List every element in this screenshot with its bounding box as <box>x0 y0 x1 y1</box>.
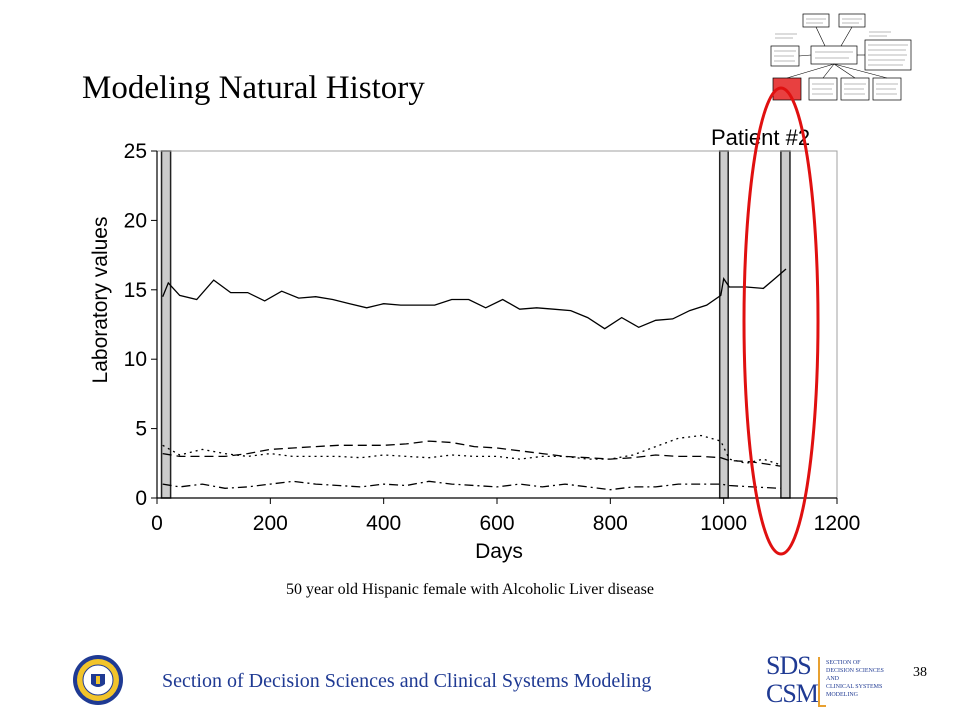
highlight-ellipse <box>742 86 820 556</box>
event-band <box>718 150 729 499</box>
logo-line-1: SDS <box>766 651 812 680</box>
series-line-4 <box>162 480 781 491</box>
y-tick-label: 25 <box>124 140 147 163</box>
footer-text: Section of Decision Sciences and Clinica… <box>162 670 652 692</box>
x-tick-label: 0 <box>151 512 163 535</box>
logo-side-line: AND <box>826 676 839 682</box>
logo-side-line: MODELING <box>826 692 858 698</box>
logo-side-line: CLINICAL SYSTEMS <box>826 684 883 690</box>
plot-frame <box>156 150 838 499</box>
x-axis-label: Days <box>475 540 523 563</box>
x-tick-label: 1000 <box>700 512 747 535</box>
logo-line-2: CSM <box>766 679 819 708</box>
y-tick-label: 10 <box>124 348 147 371</box>
y-axis-label: Laboratory values <box>89 217 112 384</box>
logo-side-line: SECTION OF <box>826 660 861 666</box>
slide-caption: 50 year old Hispanic female with Alcohol… <box>286 581 654 598</box>
page-number: 38 <box>913 665 927 680</box>
logo-bracket <box>818 657 826 707</box>
series-line-2 <box>162 440 781 467</box>
university-seal-icon <box>73 655 123 705</box>
y-tick-label: 15 <box>124 279 147 302</box>
x-tick-label: 800 <box>593 512 628 535</box>
x-tick-label: 600 <box>479 512 514 535</box>
y-tick-label: 20 <box>124 209 147 232</box>
series-line-1 <box>162 268 787 330</box>
slide-title: Modeling Natural History <box>82 70 425 106</box>
x-tick-label: 200 <box>253 512 288 535</box>
x-tick-label: 400 <box>366 512 401 535</box>
logo-side-line: DECISION SCIENCES <box>826 668 884 674</box>
series-line-3 <box>162 434 781 466</box>
sds-csm-logo: SDS CSM SECTION OF DECISION SCIENCES AND… <box>766 653 916 709</box>
x-tick-label: 1200 <box>814 512 861 535</box>
y-tick-label: 0 <box>135 487 147 510</box>
y-tick-label: 5 <box>135 418 147 441</box>
event-band <box>780 150 791 499</box>
logo-side-text: SECTION OF DECISION SCIENCES AND CLINICA… <box>826 659 884 699</box>
flow-diagram-thumbnail <box>770 13 912 101</box>
